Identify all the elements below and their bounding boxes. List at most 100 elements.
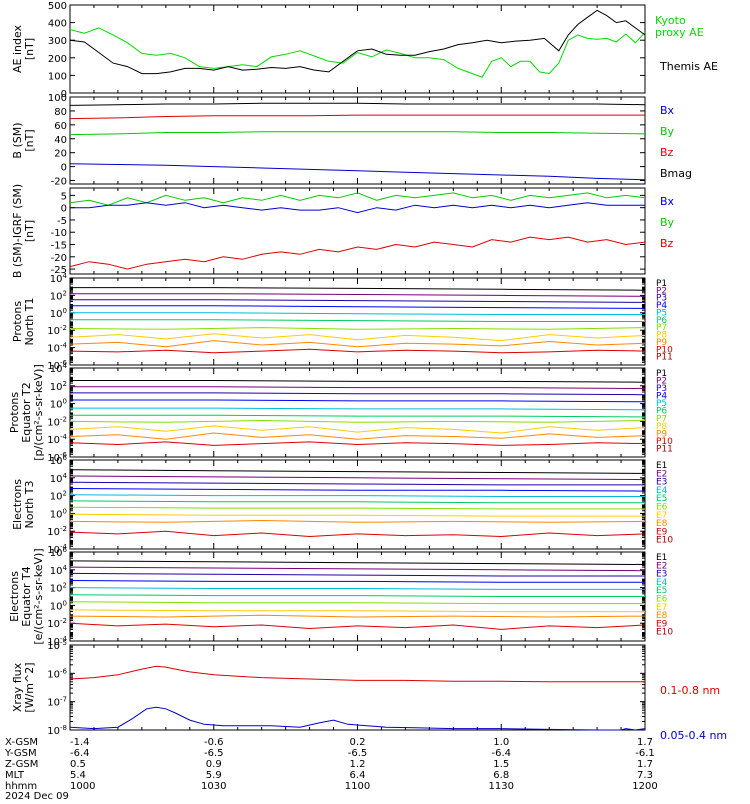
legend-label: E6	[656, 503, 668, 513]
legend-label: P4	[656, 392, 667, 402]
y-tick-label: 106	[50, 454, 68, 467]
series-line-p4	[70, 305, 646, 309]
legend-label: E4	[656, 486, 668, 496]
legend-label: P6	[656, 407, 667, 417]
y-tick-label: 400	[48, 19, 67, 30]
legend-label: P10	[656, 345, 673, 355]
orbit-value: 1.2	[350, 759, 366, 770]
tick-exponent: 0	[63, 398, 67, 406]
legend-label: P2	[656, 286, 667, 296]
legend-label: P7	[656, 323, 667, 333]
legend-label: P6	[656, 316, 667, 326]
series-line-p6	[70, 414, 646, 418]
series-line-p7	[69, 327, 646, 330]
tick-exponent: 2	[63, 289, 67, 297]
y-tick-label: -10	[51, 228, 67, 239]
tick-exponent: -2	[60, 415, 67, 423]
legend-label: P8	[656, 422, 667, 432]
y-tick-label: 5	[61, 191, 67, 202]
orbit-value: -6.5	[204, 748, 224, 759]
legend-label: P11	[656, 444, 673, 454]
legend-label: E5	[656, 586, 667, 596]
orbit-value: 1.7	[637, 759, 653, 770]
tick-exponent: -4	[60, 342, 68, 350]
series-line-e8	[69, 513, 645, 517]
legend-label: E10	[656, 628, 673, 638]
legend-label: 0.05-0.4 nm	[660, 729, 727, 742]
tick-exponent: -2	[60, 324, 67, 332]
orbit-value: -6.4	[491, 748, 511, 759]
series-line-e2	[69, 475, 646, 481]
tick-exponent: -6	[60, 667, 68, 675]
series-line-themis-ae	[69, 9, 646, 75]
y-tick-label: 0	[61, 89, 67, 100]
x-tick-label: 1100	[345, 781, 370, 792]
series-line-p10	[69, 441, 646, 446]
legend-label: P8	[656, 331, 667, 341]
orbit-value: 6.4	[350, 770, 366, 781]
legend-label: P11	[656, 353, 673, 363]
orbit-value: -6.1	[635, 748, 655, 759]
y-axis-label: [nT]	[23, 129, 36, 151]
y-axis-label: Xray flux	[11, 662, 24, 712]
tick-exponent: 0	[63, 307, 67, 315]
legend-label: P2	[656, 377, 667, 387]
y-axis-label: North T1	[23, 298, 36, 346]
x-axis-label: hhmm	[5, 781, 37, 792]
y-tick-label: 500	[48, 1, 67, 12]
orbit-row-label: X-GSM	[5, 737, 38, 748]
y-tick-label: 300	[48, 36, 67, 47]
series-line-0.1-0.8-nm	[69, 665, 645, 683]
legend-label: P4	[656, 301, 667, 311]
legend-label: E9	[656, 619, 668, 629]
y-axis-label: Electrons	[11, 479, 24, 530]
y-tick-label: 10-8	[47, 724, 67, 737]
y-axis-label: Equator T4	[20, 566, 33, 626]
series-line-e5	[69, 494, 645, 497]
legend-label: P5	[656, 308, 667, 318]
y-tick-label: 10-4	[47, 433, 67, 446]
y-axis-label: Equator T2	[20, 382, 33, 442]
legend-label: E1	[656, 461, 667, 471]
y-axis-label: AE index	[11, 24, 24, 73]
series-line-e1	[69, 469, 646, 474]
orbit-value: -0.6	[204, 737, 224, 748]
orbit-value: 5.4	[70, 770, 86, 781]
y-axis-label: Electrons	[8, 571, 21, 622]
y-axis-label: [nT]	[23, 38, 36, 60]
legend-label: By	[660, 125, 675, 138]
legend-label: 0.1-0.8 nm	[660, 684, 720, 697]
y-tick-label: 10-6	[47, 667, 67, 680]
legend-label: E8	[656, 611, 668, 621]
series-line-e3	[69, 481, 645, 486]
y-tick-label: 10-2	[47, 525, 67, 538]
series-line-e7	[69, 601, 645, 605]
series-line-p4	[70, 399, 646, 403]
y-tick-label: -20	[51, 177, 67, 188]
series-line-p8	[69, 425, 646, 434]
tick-exponent: 0	[63, 599, 67, 607]
y-tick-label: -5	[57, 216, 67, 227]
y-axis-label: B (SM)-IGRF (SM)	[11, 184, 24, 278]
y-tick-label: -20	[51, 253, 67, 264]
legend-label: P3	[656, 384, 667, 394]
y-tick-label: 60	[54, 121, 67, 132]
tick-exponent: 4	[63, 362, 68, 370]
tick-exponent: 6	[63, 454, 68, 462]
y-tick-label: 10-4	[47, 342, 67, 355]
orbit-value: -6.4	[70, 748, 90, 759]
series-line-p5	[70, 312, 645, 315]
series-line-0.05-0.4-nm	[69, 706, 646, 731]
legend-label: E7	[656, 603, 667, 613]
series-line-e4	[69, 488, 646, 492]
y-axis-label: [p/(cm²-s-sr-keV)]	[32, 364, 45, 461]
legend-label: P5	[656, 399, 667, 409]
series-line-e6	[69, 594, 645, 597]
legend-label: Bz	[660, 146, 674, 159]
orbit-row-label: Y-GSM	[4, 748, 37, 759]
orbit-value: 0.2	[350, 737, 366, 748]
series-line-kyoto-proxy-ae	[69, 27, 646, 78]
x-tick-label: 1130	[489, 781, 514, 792]
